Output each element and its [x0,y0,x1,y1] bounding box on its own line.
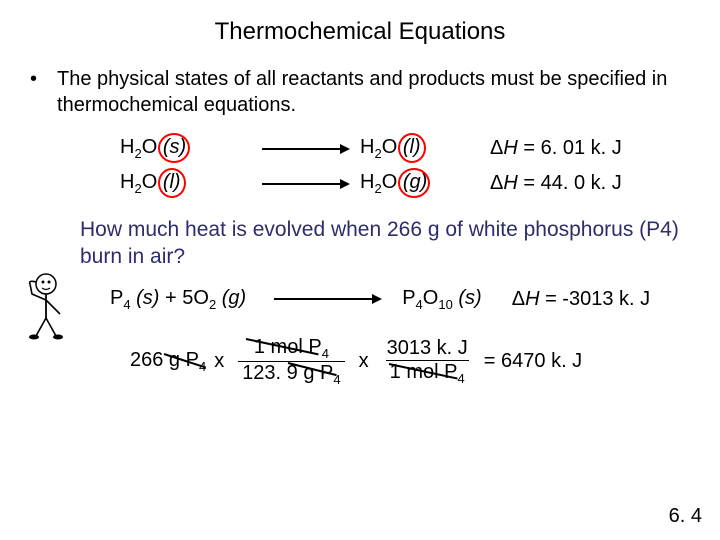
eq2-dh: ΔH = 44. 0 k. J [490,172,622,195]
times-2: x [359,350,369,373]
eq1-rhs: H2O (l) [360,136,421,158]
question-text: How much heat is evolved when 266 g of w… [0,206,720,271]
arrow-icon [260,141,350,157]
fraction-1: 1 mol P4 123. 9 g P4 [238,336,344,387]
eq3-dh: ΔH = -3013 k. J [512,288,650,311]
eq2-rhs: H2O (g) [360,171,427,193]
page-number: 6. 4 [669,505,702,528]
eq3-product: P4O10 (s) [402,287,482,312]
fraction-2: 3013 k. J 1 mol P4 [383,337,472,386]
eq1-lhs: H2O (s) [120,136,186,158]
bullet-marker: • [30,66,37,92]
slide-title: Thermochemical Equations [0,0,720,66]
calc-result: = 6470 k. J [484,350,582,373]
calc-start: 266 g P4 [130,349,206,374]
eq2-lhs: H2O (l) [120,171,181,193]
equation-3: P4 (s) + 5O2 (g) P4O10 (s) ΔH = -3013 k.… [110,287,720,312]
equation-2: H2O (l) H2O (g) ΔH = 44. 0 k. J [120,171,720,196]
eq1-dh: ΔH = 6. 01 k. J [490,137,622,160]
equation-1: H2O (s) H2O (l) ΔH = 6. 01 k. J [120,136,720,161]
times-1: x [214,350,224,373]
eq3-reactants: P4 (s) + 5O2 (g) [110,287,246,312]
arrow-icon [272,291,382,307]
bullet-text: The physical states of all reactants and… [57,66,680,118]
equation-block: H2O (s) H2O (l) ΔH = 6. 01 k. J H2O (l) … [120,136,720,196]
arrow-icon [260,176,350,192]
calculation: 266 g P4 x 1 mol P4 123. 9 g P4 x 3013 k… [130,336,720,387]
bullet-point: • The physical states of all reactants a… [0,66,720,118]
character-icon [22,270,70,340]
